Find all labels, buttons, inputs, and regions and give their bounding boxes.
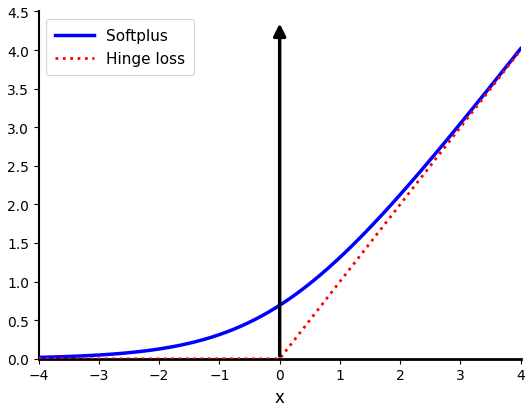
Hinge loss [415,179,421,184]
Hinge loss [60,356,66,361]
Softplus [503,65,510,70]
Softplus [415,172,421,177]
Line: Softplus: Softplus [39,50,521,358]
Hinge loss [270,356,276,361]
Hinge loss [503,66,510,71]
Hinge loss [36,356,42,361]
Softplus [60,354,66,359]
Hinge loss [503,66,510,71]
Line: Hinge loss: Hinge loss [39,51,521,359]
Softplus [518,47,524,52]
Softplus [270,307,276,312]
X-axis label: x: x [275,388,285,406]
Hinge loss [518,48,524,53]
Softplus [36,355,42,360]
Legend: Softplus, Hinge loss: Softplus, Hinge loss [46,20,194,76]
Softplus [503,64,510,69]
Hinge loss [257,356,263,361]
Softplus [257,314,263,319]
